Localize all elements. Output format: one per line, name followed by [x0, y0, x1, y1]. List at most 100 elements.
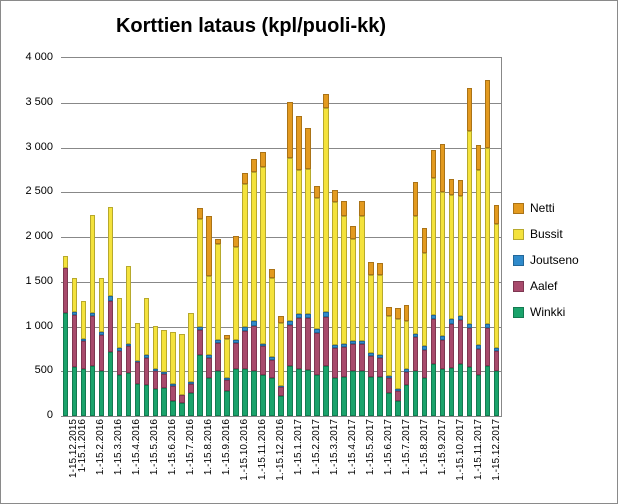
- legend-label: Netti: [530, 201, 555, 215]
- bar-segment-aalef: [395, 391, 401, 401]
- bar-segment-winkki: [449, 368, 455, 416]
- bar-segment-winkki: [413, 371, 419, 416]
- bar-segment-bussit: [188, 313, 194, 382]
- bar-segment-winkki: [350, 371, 356, 416]
- bar-segment-netti: [323, 94, 329, 108]
- x-tick-label: 1.-15.2.2017: [311, 419, 322, 475]
- bar-segment-aalef: [467, 328, 473, 366]
- bar-segment-aalef: [63, 268, 69, 313]
- bar-segment-joutseno: [413, 334, 419, 338]
- x-tick-label: 1.-15.10.2017: [455, 419, 466, 481]
- bar-segment-aalef: [206, 358, 212, 379]
- bar-segment-aalef: [377, 358, 383, 377]
- bar-segment-winkki: [251, 371, 257, 416]
- bar-segment-bussit: [305, 169, 311, 314]
- bar-segment-aalef: [188, 384, 194, 393]
- x-tick-label: 1.-15.2.2016: [95, 419, 106, 475]
- bar-segment-winkki: [269, 378, 275, 416]
- x-tick-label: 1.-15.5.2017: [365, 419, 376, 475]
- bar-segment-bussit: [314, 198, 320, 330]
- bar-segment-bussit: [440, 192, 446, 336]
- bar-segment-netti: [440, 144, 446, 192]
- bar-segment-bussit: [170, 332, 176, 384]
- x-tick-label: 1.-15.6.2016: [167, 419, 178, 475]
- bar-segment-aalef: [296, 318, 302, 368]
- bar-segment-netti: [287, 102, 293, 158]
- x-tick-label: 1.-15.7.2017: [401, 419, 412, 475]
- bar-segment-joutseno: [90, 313, 96, 316]
- bar-segment-netti: [431, 150, 437, 178]
- bar-segment-aalef: [153, 371, 159, 389]
- bar-segment-winkki: [485, 366, 491, 416]
- bar-segment-bussit: [467, 131, 473, 323]
- bar-segment-joutseno: [377, 355, 383, 358]
- y-tick-label: 0: [47, 409, 53, 421]
- bar-segment-aalef: [458, 320, 464, 364]
- bar-segment-winkki: [431, 364, 437, 416]
- bar-segment-joutseno: [440, 336, 446, 340]
- bar-segment-joutseno: [350, 341, 356, 344]
- bar-segment-aalef: [485, 328, 491, 366]
- bar-segment-aalef: [422, 350, 428, 378]
- bar-segment-bussit: [224, 339, 230, 378]
- x-tick-label: 1.-15.6.2017: [383, 419, 394, 475]
- bar-segment-winkki: [287, 366, 293, 416]
- bar-segment-joutseno: [476, 345, 482, 349]
- bar-segment-netti: [467, 88, 473, 131]
- bar-segment-joutseno: [126, 344, 132, 347]
- bar-segment-winkki: [386, 393, 392, 416]
- bar-segment-bussit: [179, 334, 185, 395]
- bar-segment-winkki: [341, 377, 347, 416]
- bar-segment-joutseno: [99, 332, 105, 335]
- bar-segment-aalef: [332, 348, 338, 378]
- bar-segment-aalef: [314, 333, 320, 375]
- bar-segment-joutseno: [431, 315, 437, 319]
- bar-segment-netti: [296, 116, 302, 170]
- bar-segment-joutseno: [224, 378, 230, 380]
- bar-segment-bussit: [458, 196, 464, 316]
- bar-segment-winkki: [144, 385, 150, 416]
- bar-segment-winkki: [440, 369, 446, 416]
- bar-segment-netti: [197, 208, 203, 219]
- bar-segment-bussit: [485, 148, 491, 323]
- bar-segment-bussit: [287, 158, 293, 321]
- y-tick-label: 2 500: [25, 185, 53, 197]
- bar-segment-winkki: [278, 396, 284, 416]
- bar-segment-joutseno: [197, 327, 203, 331]
- bar-segment-netti: [359, 201, 365, 216]
- bar-segment-joutseno: [332, 345, 338, 348]
- bar-segment-aalef: [341, 347, 347, 377]
- bar-segment-joutseno: [314, 329, 320, 333]
- bar-segment-joutseno: [287, 321, 293, 325]
- bar-segment-bussit: [81, 301, 87, 339]
- bars-layer: [61, 58, 501, 416]
- bar-segment-aalef: [368, 356, 374, 377]
- bar-segment-joutseno: [135, 360, 141, 362]
- bar-segment-bussit: [251, 172, 257, 321]
- bar-segment-bussit: [99, 278, 105, 332]
- bar-segment-winkki: [467, 367, 473, 416]
- bar-segment-joutseno: [485, 324, 491, 328]
- bar-segment-winkki: [404, 385, 410, 416]
- y-tick-label: 4 000: [25, 51, 53, 63]
- bar-segment-winkki: [126, 373, 132, 416]
- bar-segment-bussit: [135, 323, 141, 361]
- bar-segment-bussit: [296, 170, 302, 314]
- bar-segment-bussit: [386, 316, 392, 376]
- bar-segment-netti: [458, 180, 464, 196]
- bar-segment-netti: [314, 186, 320, 198]
- bar-segment-aalef: [224, 380, 230, 391]
- bar-segment-aalef: [323, 317, 329, 366]
- bar-segment-joutseno: [170, 384, 176, 386]
- bar-segment-aalef: [233, 343, 239, 370]
- bar-segment-bussit: [278, 323, 284, 386]
- bar-segment-bussit: [260, 167, 266, 343]
- bar-segment-netti: [251, 159, 257, 172]
- bar-segment-bussit: [350, 239, 356, 341]
- x-tick-label: 1.-15.9.2016: [221, 419, 232, 475]
- bar-segment-netti: [305, 128, 311, 169]
- bar-segment-joutseno: [161, 372, 167, 374]
- bar-segment-netti: [224, 335, 230, 339]
- bar-segment-aalef: [431, 319, 437, 364]
- legend-item-netti: Netti: [513, 201, 609, 215]
